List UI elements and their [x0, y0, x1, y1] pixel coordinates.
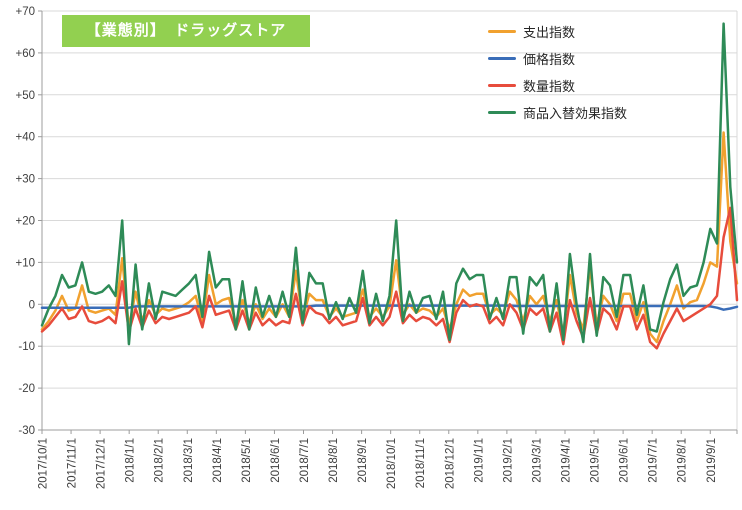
series-line-2: [40, 206, 739, 350]
x-tick-label: 2018/6/1: [270, 438, 282, 483]
y-tick-label: -10: [18, 341, 35, 353]
x-tick-label: 2018/4/1: [212, 438, 224, 483]
x-tick-label: 2019/6/1: [619, 438, 631, 483]
y-tick-label: -30: [18, 425, 35, 437]
legend-label: 商品入替効果指数: [523, 106, 628, 121]
legend-line-swatch: [488, 56, 516, 61]
y-tick-label: -20: [18, 383, 35, 395]
x-tick-label: 2019/5/1: [590, 438, 602, 483]
x-tick-label: 2019/2/1: [502, 438, 514, 483]
legend-item-0: 支出指数: [488, 18, 627, 45]
y-tick-label: +50: [15, 90, 35, 102]
y-tick-label: +30: [15, 174, 35, 186]
legend-label: 数量指数: [523, 79, 576, 94]
y-tick-label: +60: [15, 48, 35, 60]
y-tick-label: +10: [15, 257, 35, 269]
x-tick-label: 2019/9/1: [706, 438, 718, 483]
x-tick-label: 2018/7/1: [299, 438, 311, 483]
x-tick-label: 2017/10/1: [38, 438, 50, 489]
legend: 支出指数価格指数数量指数商品入替効果指数: [488, 18, 627, 126]
legend-line-swatch: [488, 29, 516, 34]
x-tick-label: 2018/2/1: [154, 438, 166, 483]
series-line-0: [40, 131, 739, 344]
x-tick-label: 2018/10/1: [386, 438, 398, 489]
x-tick-label: 2018/11/1: [415, 438, 427, 488]
x-tick-label: 2017/11/1: [67, 438, 79, 488]
x-tick-label: 2018/12/1: [444, 438, 456, 489]
y-tick-label: +70: [15, 6, 35, 18]
x-tick-label: 2019/1/1: [473, 438, 485, 483]
x-tick-label: 2019/3/1: [531, 438, 543, 483]
y-tick-label: 0: [29, 299, 35, 311]
x-tick-label: 2019/7/1: [648, 438, 660, 483]
x-tick-label: 2017/12/1: [96, 438, 108, 489]
x-tick-label: 2019/4/1: [560, 438, 572, 483]
x-tick-label: 2018/8/1: [328, 438, 340, 483]
y-tick-label: +20: [15, 216, 35, 228]
x-tick-label: 2018/9/1: [357, 438, 369, 483]
legend-line-swatch: [488, 110, 516, 115]
x-tick-label: 2019/8/1: [677, 438, 689, 483]
legend-label: 価格指数: [523, 52, 576, 67]
legend-line-swatch: [488, 83, 516, 88]
legend-label: 支出指数: [523, 25, 576, 40]
y-tick-label: +40: [15, 132, 35, 144]
chart-title: 【業態別】 ドラッグストア: [62, 15, 310, 47]
legend-item-3: 商品入替効果指数: [488, 99, 627, 126]
legend-item-2: 数量指数: [488, 72, 627, 99]
legend-item-1: 価格指数: [488, 45, 627, 72]
x-tick-label: 2018/1/1: [125, 438, 137, 483]
x-tick-label: 2018/3/1: [183, 438, 195, 483]
series-line-3: [40, 22, 739, 346]
x-tick-label: 2018/5/1: [241, 438, 253, 483]
